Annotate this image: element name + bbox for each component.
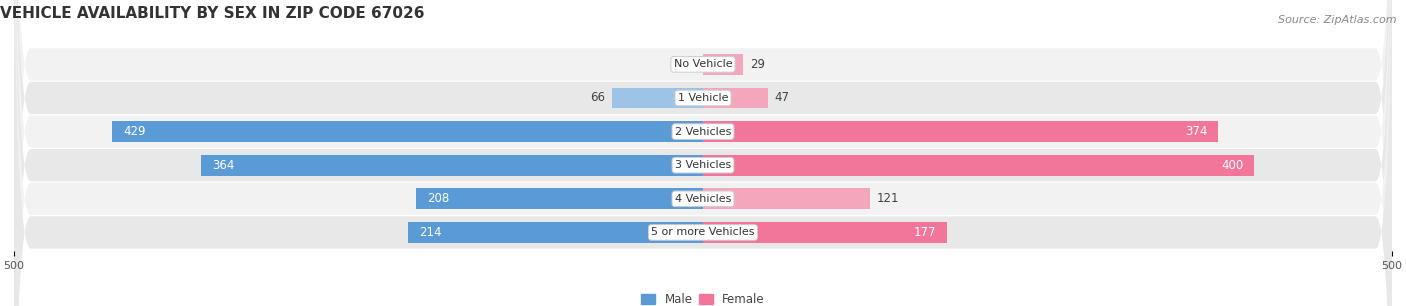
FancyBboxPatch shape xyxy=(14,0,1392,306)
Text: 0: 0 xyxy=(689,58,696,71)
Text: 214: 214 xyxy=(419,226,441,239)
Text: 364: 364 xyxy=(212,159,235,172)
Bar xyxy=(703,88,768,108)
Text: 29: 29 xyxy=(749,58,765,71)
Text: 1 Vehicle: 1 Vehicle xyxy=(678,93,728,103)
Text: 2 Vehicles: 2 Vehicles xyxy=(675,127,731,136)
FancyBboxPatch shape xyxy=(14,0,1392,306)
Legend: Male, Female: Male, Female xyxy=(637,288,769,306)
Text: Source: ZipAtlas.com: Source: ZipAtlas.com xyxy=(1278,15,1396,25)
Bar xyxy=(703,54,742,75)
FancyBboxPatch shape xyxy=(14,0,1392,306)
Bar xyxy=(703,155,1254,176)
Bar xyxy=(703,222,946,243)
Bar xyxy=(612,88,703,108)
Text: 400: 400 xyxy=(1220,159,1243,172)
Text: 5 or more Vehicles: 5 or more Vehicles xyxy=(651,227,755,237)
FancyBboxPatch shape xyxy=(14,0,1392,306)
Bar xyxy=(408,222,703,243)
Text: 66: 66 xyxy=(591,91,605,104)
Text: VEHICLE AVAILABILITY BY SEX IN ZIP CODE 67026: VEHICLE AVAILABILITY BY SEX IN ZIP CODE … xyxy=(0,6,425,21)
Bar xyxy=(201,155,703,176)
Bar xyxy=(112,121,703,142)
Text: 177: 177 xyxy=(914,226,936,239)
Text: 4 Vehicles: 4 Vehicles xyxy=(675,194,731,204)
Text: 47: 47 xyxy=(775,91,790,104)
Bar xyxy=(416,188,703,209)
Text: 3 Vehicles: 3 Vehicles xyxy=(675,160,731,170)
Bar xyxy=(703,121,1219,142)
Text: No Vehicle: No Vehicle xyxy=(673,59,733,69)
FancyBboxPatch shape xyxy=(14,0,1392,306)
Text: 208: 208 xyxy=(427,192,450,205)
Text: 374: 374 xyxy=(1185,125,1208,138)
Text: 429: 429 xyxy=(122,125,145,138)
Text: 121: 121 xyxy=(876,192,898,205)
FancyBboxPatch shape xyxy=(14,0,1392,306)
Bar xyxy=(703,188,870,209)
